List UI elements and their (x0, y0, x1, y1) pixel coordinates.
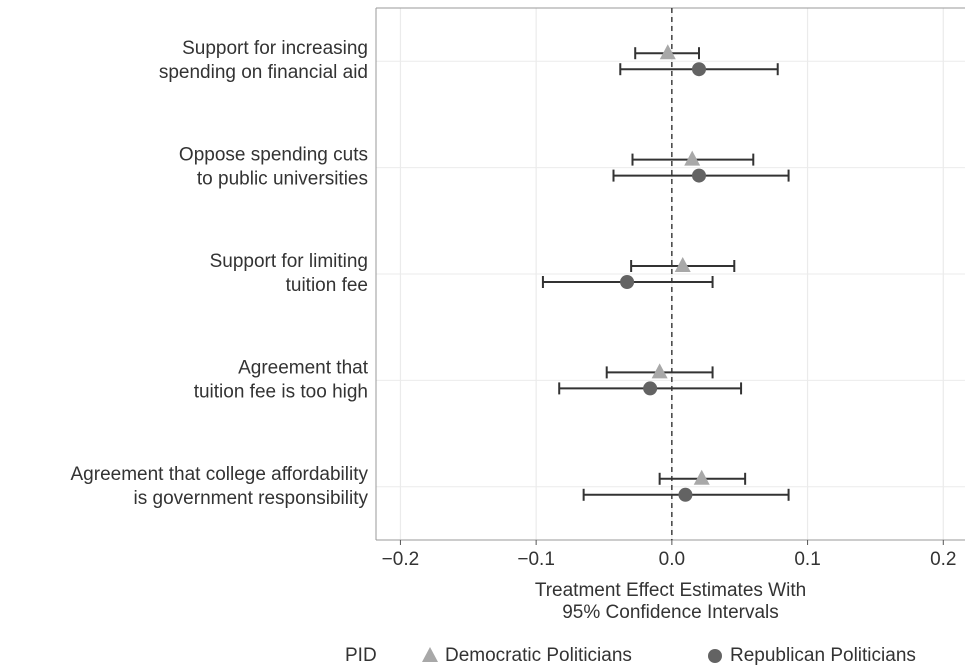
x-tick-label: −0.2 (382, 549, 420, 570)
x-axis-title: Treatment Effect Estimates With (535, 580, 806, 601)
y-tick-label: tuition fee (286, 275, 368, 296)
point (659, 44, 676, 60)
y-tick-label: Agreement that college affordability (71, 464, 369, 485)
y-tick-label: spending on financial aid (159, 62, 368, 83)
legend-label: Democratic Politicians (445, 645, 632, 666)
point (692, 168, 706, 183)
y-tick-label: tuition fee is too high (194, 381, 368, 402)
x-tick-label: 0.1 (794, 549, 820, 570)
legend-marker (422, 647, 438, 662)
point (643, 381, 658, 396)
y-tick-label: Support for limiting (210, 251, 368, 272)
point (674, 257, 691, 272)
y-tick-label: Support for increasing (182, 38, 368, 59)
y-tick-label: to public universities (197, 169, 368, 190)
point (620, 275, 635, 289)
legend-marker (708, 649, 722, 663)
legend-title: PID (345, 645, 377, 666)
x-tick-label: 0.2 (930, 549, 956, 570)
y-tick-label: Agreement that (238, 357, 369, 378)
legend-label: Republican Politicians (730, 645, 916, 666)
x-tick-label: 0.0 (659, 549, 685, 570)
point (693, 469, 710, 485)
point (651, 363, 668, 379)
x-axis-title: 95% Confidence Intervals (562, 602, 779, 623)
point (684, 150, 701, 166)
y-tick-label: is government responsibility (134, 488, 369, 509)
point (678, 487, 693, 502)
point (692, 62, 706, 77)
y-tick-label: Oppose spending cuts (179, 145, 368, 166)
x-tick-label: −0.1 (517, 549, 555, 570)
